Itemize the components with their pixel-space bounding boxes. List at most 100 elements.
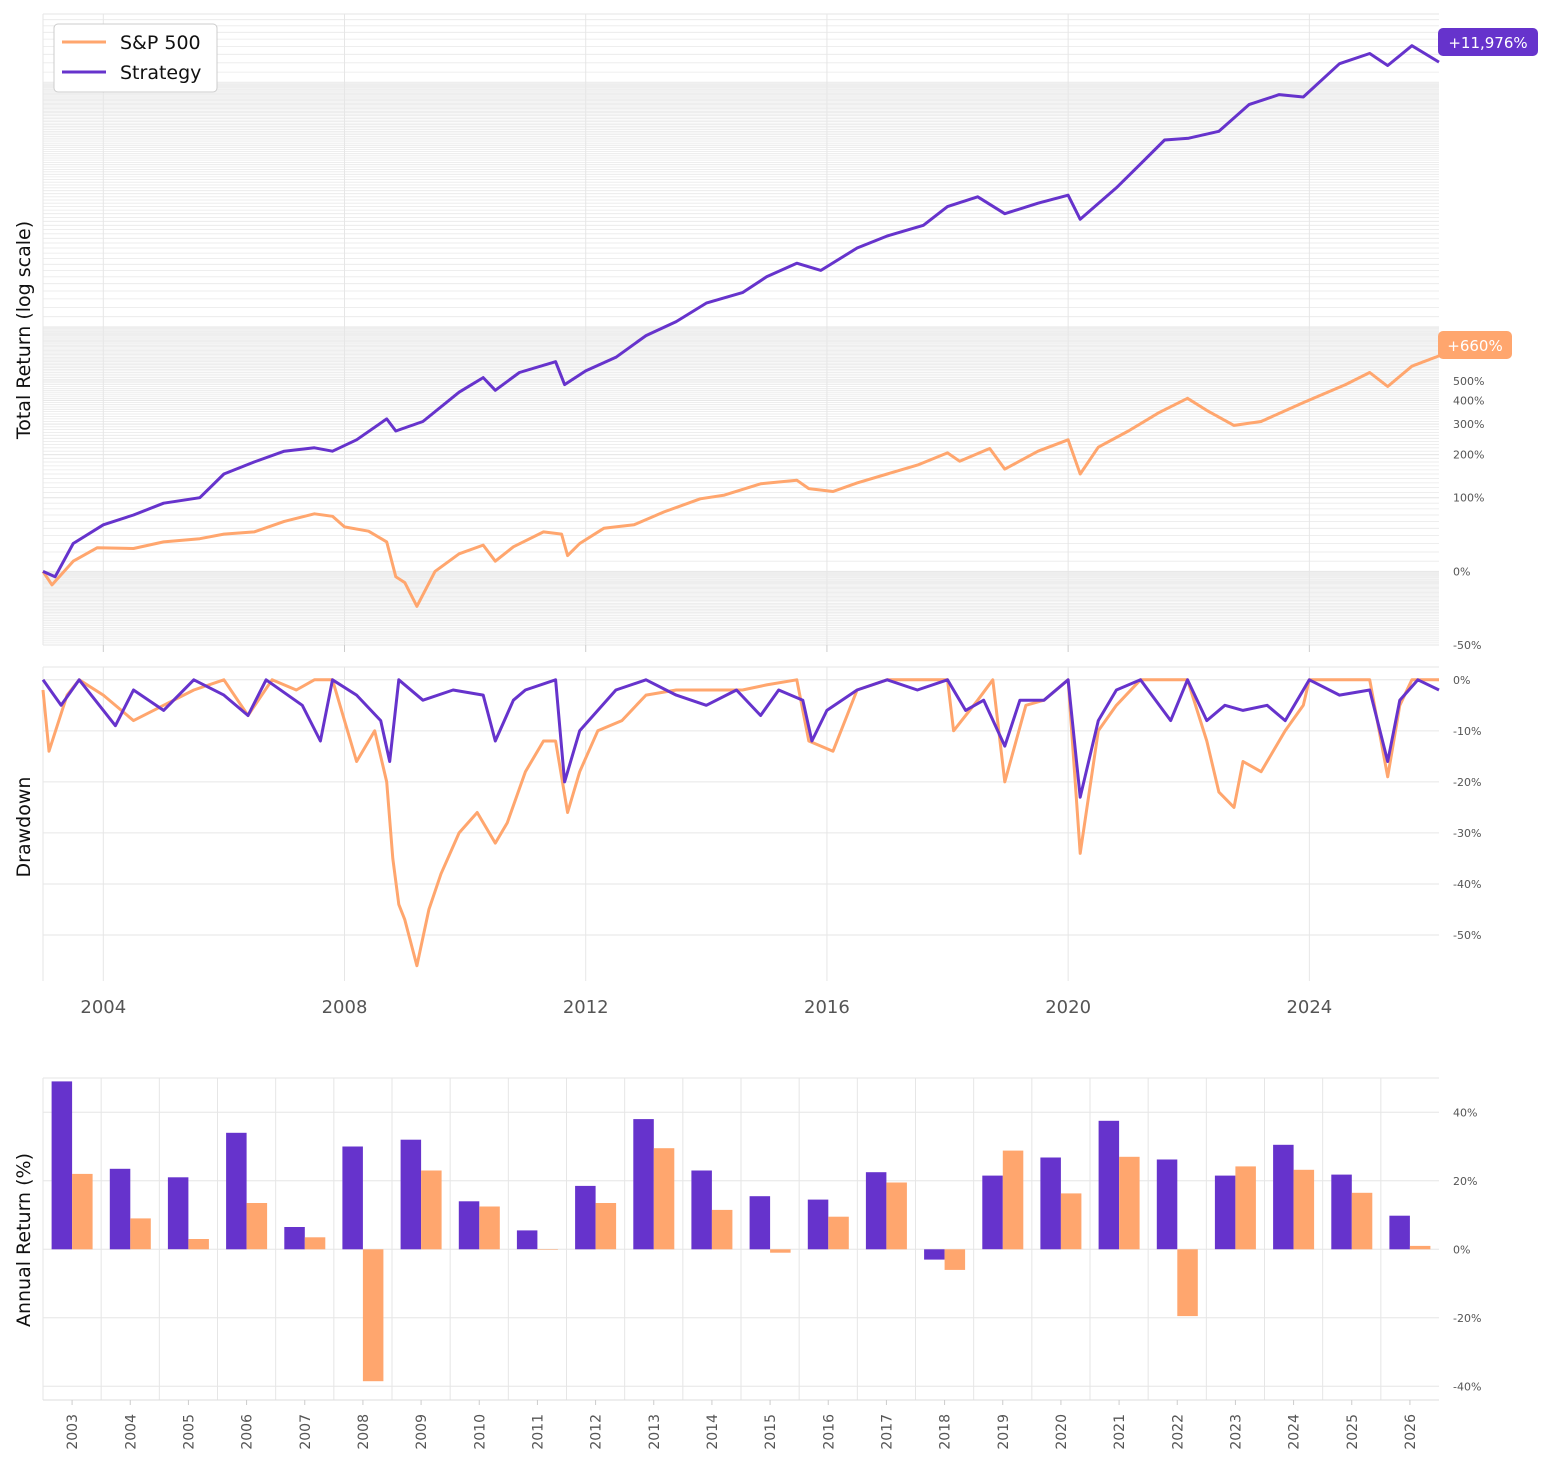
- annual-return-y-label: Annual Return (%): [13, 1153, 35, 1327]
- y-tick-label: 0%: [1453, 565, 1470, 578]
- sp500-bar-2026: [1409, 1245, 1431, 1250]
- y-tick-label: -10%: [1453, 725, 1481, 738]
- annual-return-bars: [51, 1081, 1431, 1382]
- y-tick-label: 500%: [1453, 375, 1484, 388]
- y-tick-label: -50%: [1453, 639, 1481, 652]
- strategy-bar-2017: [865, 1172, 887, 1250]
- sp500-bar-2012: [595, 1203, 617, 1250]
- year-tick-label: 2003: [65, 1414, 81, 1450]
- sp500-bar-2004: [130, 1218, 151, 1250]
- sp500-bar-2008: [362, 1249, 384, 1382]
- sp500-bar-2018: [944, 1249, 966, 1270]
- year-tick-label: 2020: [1054, 1414, 1070, 1450]
- strategy-bar-2013: [633, 1119, 654, 1250]
- strategy-bar-2014: [691, 1170, 712, 1250]
- year-tick-label: 2019: [996, 1414, 1012, 1450]
- sp500-drawdown-line: [41, 678, 1439, 968]
- sp500-bar-2005: [188, 1239, 209, 1250]
- total-return-lines: [41, 44, 1440, 608]
- strategy-bar-2021: [1098, 1120, 1120, 1250]
- year-tick-label: 2023: [1228, 1414, 1244, 1450]
- year-tick-label: 2006: [240, 1414, 256, 1450]
- y-tick-label: -40%: [1453, 1380, 1481, 1393]
- strategy-bar-2023: [1214, 1175, 1236, 1250]
- year-tick-label: 2017: [879, 1414, 895, 1450]
- strategy-drawdown-line: [41, 678, 1440, 799]
- year-tick-label: 2021: [1112, 1414, 1128, 1450]
- year-tick-label: 2009: [414, 1414, 430, 1450]
- sp500-end-label: +660%: [1447, 337, 1502, 355]
- strategy-bar-2025: [1331, 1174, 1352, 1250]
- sp500-bar-2016: [828, 1216, 849, 1250]
- year-tick-label: 2015: [763, 1414, 779, 1450]
- year-tick-label: 2008: [356, 1414, 372, 1450]
- strategy-bar-2005: [167, 1177, 189, 1250]
- total-return-panel: -50% 0% 100% 200% 300% 400% 500% Total Return …: [13, 13, 1538, 652]
- strategy-bar-2009: [400, 1139, 422, 1250]
- year-tick-label: 2025: [1345, 1414, 1361, 1450]
- legend: S&P 500 Strategy: [53, 23, 218, 93]
- drawdown-y-ticks: 0% -10% -20% -30% -40% -50%: [1453, 674, 1481, 942]
- x-tick-label: 2004: [80, 997, 126, 1018]
- strategy-bar-2012: [575, 1185, 596, 1250]
- y-tick-label: 300%: [1453, 418, 1484, 431]
- sp500-bar-2020: [1060, 1193, 1082, 1250]
- sp500-bar-2011: [537, 1249, 558, 1250]
- year-tick-label: 2024: [1287, 1414, 1303, 1450]
- x-tick-label: 2012: [563, 997, 609, 1018]
- year-tick-label: 2014: [705, 1414, 721, 1450]
- strategy-bar-2008: [342, 1146, 363, 1250]
- year-tick-label: 2022: [1170, 1414, 1186, 1450]
- y-tick-label: -40%: [1453, 878, 1481, 891]
- y-tick-label: -30%: [1453, 827, 1481, 840]
- y-tick-label: 40%: [1453, 1106, 1477, 1119]
- sp500-bar-2009: [421, 1170, 442, 1250]
- sp500-bar-2021: [1119, 1156, 1140, 1250]
- sp500-end-badge: +660%: [1438, 331, 1512, 359]
- y-tick-label: -20%: [1453, 1312, 1481, 1325]
- x-tick-label: 2024: [1286, 997, 1332, 1018]
- sp500-bar-2010: [479, 1206, 500, 1250]
- total-return-y-ticks: -50% 0% 100% 200% 300% 400% 500%: [1453, 375, 1484, 652]
- annual-return-grid: [42, 1077, 1439, 1401]
- drawdown-panel: 0%-10%-20%-30%-40%-50% 2004 2008 2012 2016 2…: [13, 645, 1481, 1018]
- sp500-bar-2014: [711, 1209, 733, 1250]
- year-tick-label: 2011: [530, 1414, 546, 1450]
- year-tick-label: 2012: [589, 1414, 605, 1450]
- sp500-bar-2024: [1293, 1169, 1315, 1250]
- annual-return-ticks: -40% -20% 0% 20% 40% 2003 2004 2005 2006 2007 2008…: [65, 1106, 1481, 1449]
- strategy-bar-2016: [807, 1199, 829, 1250]
- strategy-bar-2019: [982, 1175, 1003, 1250]
- year-tick-label: 2013: [647, 1414, 663, 1450]
- annual-return-panel: -40% -20% 0% 20% 40% 2003 2004 2005 2006 2007 2008…: [13, 1077, 1481, 1450]
- sp500-bar-2019: [1002, 1150, 1024, 1250]
- y-tick-label: 0%: [1453, 674, 1470, 687]
- sp500-bar-2007: [304, 1237, 326, 1250]
- y-tick-label: 200%: [1453, 449, 1484, 462]
- year-tick-label: 2004: [123, 1414, 139, 1450]
- strategy-bar-2026: [1389, 1215, 1410, 1250]
- strategy-bar-2024: [1273, 1144, 1294, 1250]
- legend-label-sp500: S&P 500: [120, 32, 201, 54]
- x-tick-label: 2020: [1045, 997, 1091, 1018]
- x-tick-label: 2016: [804, 997, 850, 1018]
- strategy-bar-2015: [749, 1196, 771, 1250]
- sp500-bar-2013: [653, 1148, 675, 1250]
- sp500-bar-2022: [1177, 1249, 1198, 1317]
- strategy-bar-2010: [458, 1201, 480, 1250]
- strategy-end-label: +11,976%: [1448, 34, 1527, 52]
- sp500-bar-2006: [246, 1203, 268, 1250]
- year-tick-label: 2018: [938, 1414, 954, 1450]
- strategy-bar-2011: [516, 1230, 538, 1250]
- year-axis-ticks: 2004 2008 2012 2016 2020 2024: [80, 645, 1332, 1018]
- year-tick-label: 2005: [181, 1414, 197, 1450]
- total-return-grid: [42, 13, 1439, 646]
- year-tick-label: 2010: [472, 1414, 488, 1450]
- sp500-bar-2023: [1235, 1166, 1256, 1250]
- sp500-bar-2003: [72, 1173, 93, 1250]
- sp500-bar-2015: [770, 1249, 791, 1253]
- sp500-bar-2025: [1351, 1192, 1373, 1250]
- sp500-bar-2017: [886, 1182, 907, 1250]
- strategy-bar-2007: [284, 1227, 305, 1250]
